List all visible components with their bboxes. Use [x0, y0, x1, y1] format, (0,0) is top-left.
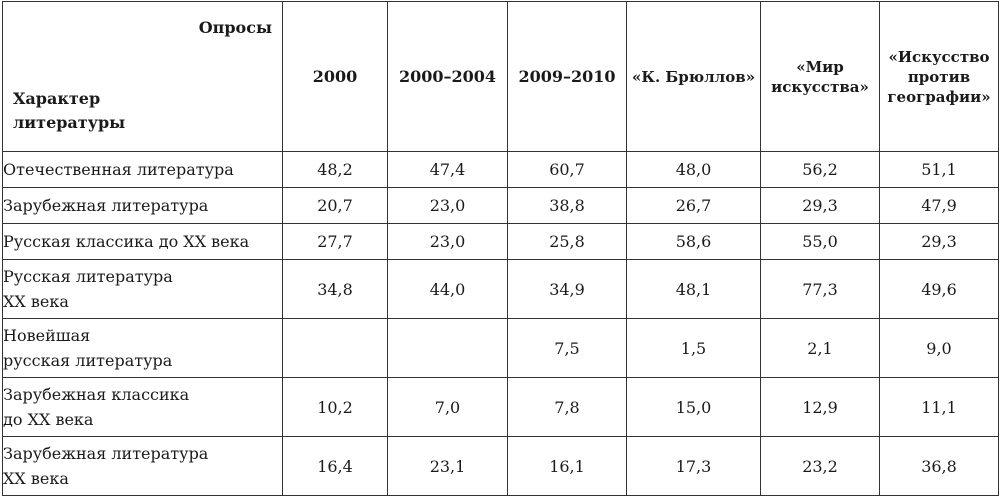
- row-label: Отечественная литература: [2, 151, 283, 188]
- table-cell: 23,0: [387, 223, 508, 260]
- table-cell: 10,2: [282, 377, 388, 437]
- table-cell: 23,2: [760, 436, 880, 496]
- table-cell: 55,0: [760, 223, 880, 260]
- table-cell: 16,1: [507, 436, 627, 496]
- table-cell: [282, 318, 388, 378]
- table-cell: 48,0: [626, 151, 761, 188]
- table-cell: 25,8: [507, 223, 627, 260]
- table-cell: 20,7: [282, 187, 388, 224]
- row-label: Зарубежная литература: [2, 187, 283, 224]
- table-cell: 58,6: [626, 223, 761, 260]
- table-cell: 7,5: [507, 318, 627, 378]
- table-row: Русская классика до XX века 27,7 23,0 25…: [2, 223, 999, 260]
- table-cell: 34,9: [507, 259, 627, 319]
- table-row: Зарубежная литература XX века 16,4 23,1 1…: [2, 436, 999, 496]
- table-cell: 23,0: [387, 187, 508, 224]
- table-cell: 77,3: [760, 259, 880, 319]
- table-cell: 34,8: [282, 259, 388, 319]
- table-cell: 56,2: [760, 151, 880, 188]
- table-cell: 7,0: [387, 377, 508, 437]
- corner-header-cell: Опросы Характер литературы: [2, 1, 283, 152]
- column-header-2000-2004: 2000–2004: [387, 1, 508, 152]
- survey-table: Опросы Характер литературы 2000 2000–200…: [2, 1, 999, 496]
- table-cell: 36,8: [879, 436, 999, 496]
- table-cell: 16,4: [282, 436, 388, 496]
- table-cell: 60,7: [507, 151, 627, 188]
- table-cell: 38,8: [507, 187, 627, 224]
- row-label: Зарубежная литература XX века: [2, 436, 283, 496]
- table-cell: 9,0: [879, 318, 999, 378]
- table-row: Зарубежная литература 20,7 23,0 38,8 26,…: [2, 187, 999, 224]
- table-cell: 48,1: [626, 259, 761, 319]
- table-cell: 44,0: [387, 259, 508, 319]
- table-cell: 17,3: [626, 436, 761, 496]
- table-row: Новейшая русская литература 7,5 1,5 2,1 9…: [2, 318, 999, 378]
- table-cell: 27,7: [282, 223, 388, 260]
- table-cell: 47,4: [387, 151, 508, 188]
- row-label: Русская литература XX века: [2, 259, 283, 319]
- row-label: Русская классика до XX века: [2, 223, 283, 260]
- table-cell: 12,9: [760, 377, 880, 437]
- corner-bottom-label: Характер литературы: [13, 89, 126, 132]
- column-header-mir-iskusstva: «Мир искусства»: [760, 1, 880, 152]
- table-cell: 49,6: [879, 259, 999, 319]
- table-cell: 29,3: [879, 223, 999, 260]
- table-cell: 47,9: [879, 187, 999, 224]
- column-header-iskusstvo-protiv-geografii: «Искусство против географии»: [879, 1, 999, 152]
- column-header-2009-2010: 2009–2010: [507, 1, 627, 152]
- table-cell: 51,1: [879, 151, 999, 188]
- row-label: Зарубежная классика до XX века: [2, 377, 283, 437]
- table-cell: 23,1: [387, 436, 508, 496]
- header-row: Опросы Характер литературы 2000 2000–200…: [2, 1, 999, 152]
- table-cell: [387, 318, 508, 378]
- table-row: Отечественная литература 48,2 47,4 60,7 …: [2, 151, 999, 188]
- row-label: Новейшая русская литература: [2, 318, 283, 378]
- table-cell: 1,5: [626, 318, 761, 378]
- corner-top-label: Опросы: [198, 18, 272, 37]
- table-row: Русская литература XX века 34,8 44,0 34,9…: [2, 259, 999, 319]
- table-cell: 15,0: [626, 377, 761, 437]
- table-cell: 29,3: [760, 187, 880, 224]
- table-cell: 2,1: [760, 318, 880, 378]
- table-row: Зарубежная классика до XX века 10,2 7,0 7…: [2, 377, 999, 437]
- column-header-bryullov: «К. Брюллов»: [626, 1, 761, 152]
- table-cell: 11,1: [879, 377, 999, 437]
- table-cell: 26,7: [626, 187, 761, 224]
- column-header-2000: 2000: [282, 1, 388, 152]
- table-cell: 48,2: [282, 151, 388, 188]
- table-cell: 7,8: [507, 377, 627, 437]
